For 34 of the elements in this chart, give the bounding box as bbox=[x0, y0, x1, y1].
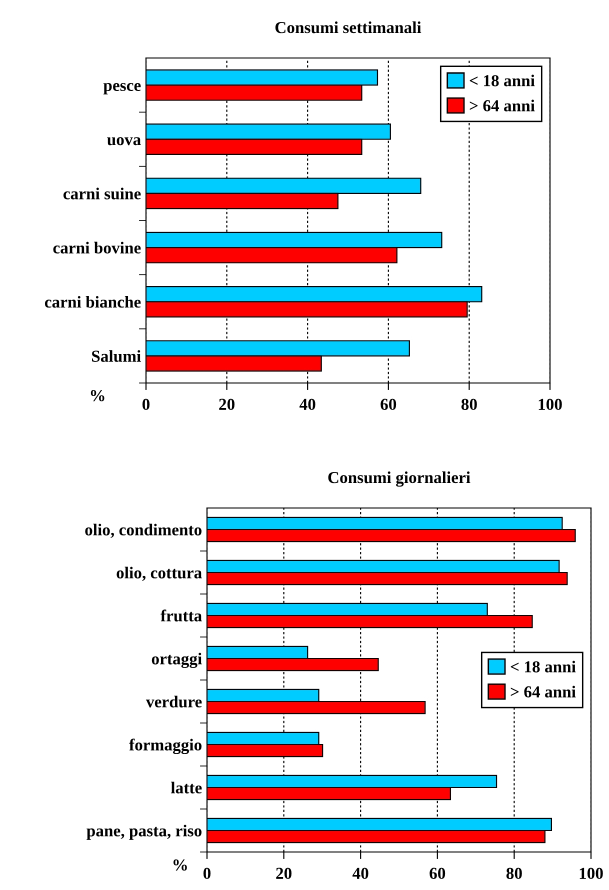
y-tick-label: carni bianche bbox=[44, 296, 141, 308]
y-tick-label: carni bovine bbox=[53, 242, 141, 254]
y-tick-label: Salumi bbox=[92, 350, 141, 362]
x-tick-label: 80 bbox=[461, 398, 477, 410]
x-tick-label: 40 bbox=[352, 868, 368, 880]
x-tick-label: 20 bbox=[276, 868, 292, 880]
x-tick-label: 80 bbox=[506, 868, 522, 880]
y-tick-label: olio, condimento bbox=[85, 524, 202, 538]
legend-label: < 18 anni bbox=[510, 660, 576, 672]
x-axis-title: % bbox=[173, 859, 187, 871]
y-tick-label: frutta bbox=[160, 610, 202, 622]
x-tick-label: 100 bbox=[580, 868, 603, 880]
y-tick-label: latte bbox=[171, 782, 202, 794]
x-tick-label: 20 bbox=[219, 398, 234, 410]
y-tick-label: verdure bbox=[146, 696, 202, 708]
chart-title: Consumi settimanali bbox=[275, 21, 422, 34]
x-tick-label: 0 bbox=[203, 868, 211, 880]
x-tick-label: 60 bbox=[380, 398, 396, 410]
x-tick-label: 0 bbox=[142, 398, 150, 410]
chart-title: Consumi giornalieri bbox=[328, 471, 470, 487]
y-tick-label: ortaggi bbox=[152, 652, 202, 668]
x-tick-label: 100 bbox=[538, 398, 562, 410]
legend-label: > 64 anni bbox=[510, 686, 576, 698]
y-tick-label: olio, cottura bbox=[116, 566, 202, 581]
y-tick-label: pane, pasta, riso bbox=[86, 824, 202, 840]
y-tick-label: formaggio bbox=[129, 738, 202, 754]
y-tick-label: uova bbox=[107, 137, 141, 146]
legend-label: < 18 anni bbox=[470, 74, 535, 86]
y-tick-label: pesce bbox=[103, 83, 141, 94]
y-tick-label: carni suine bbox=[63, 188, 141, 200]
legend-label: > 64 anni bbox=[470, 100, 535, 112]
x-tick-label: 40 bbox=[299, 398, 316, 410]
x-tick-label: 60 bbox=[430, 868, 446, 880]
x-axis-title: % bbox=[90, 390, 104, 402]
